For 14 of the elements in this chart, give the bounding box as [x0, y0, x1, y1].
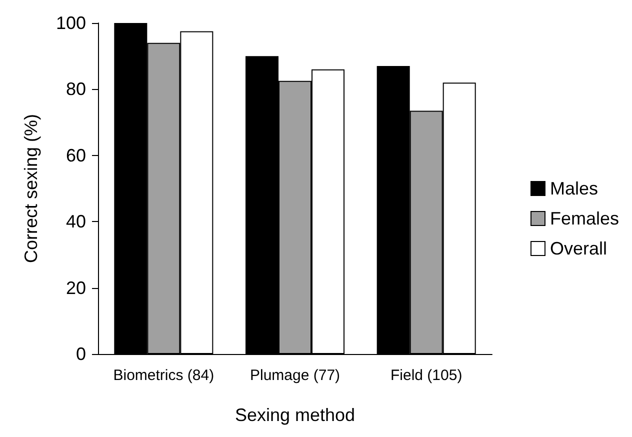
y-tick-label: 40 — [66, 212, 86, 232]
y-tick-label: 80 — [66, 79, 86, 100]
x-axis-title: Sexing method — [234, 405, 356, 425]
y-tick-label: 20 — [66, 278, 86, 298]
legend-label: Overall — [550, 238, 607, 258]
x-tick-label: Biometrics (84) — [113, 367, 214, 384]
y-tick-label: 0 — [76, 344, 86, 364]
y-tick-label: 100 — [56, 13, 86, 33]
legend-label: Males — [550, 178, 598, 198]
x-tick-label: Field (105) — [390, 367, 462, 384]
legend-label: Females — [550, 208, 620, 228]
y-tick-label: 60 — [66, 145, 86, 166]
x-tick-label: Plumage (77) — [250, 367, 340, 384]
y-axis-title: Correct sexing (%) — [21, 114, 41, 264]
